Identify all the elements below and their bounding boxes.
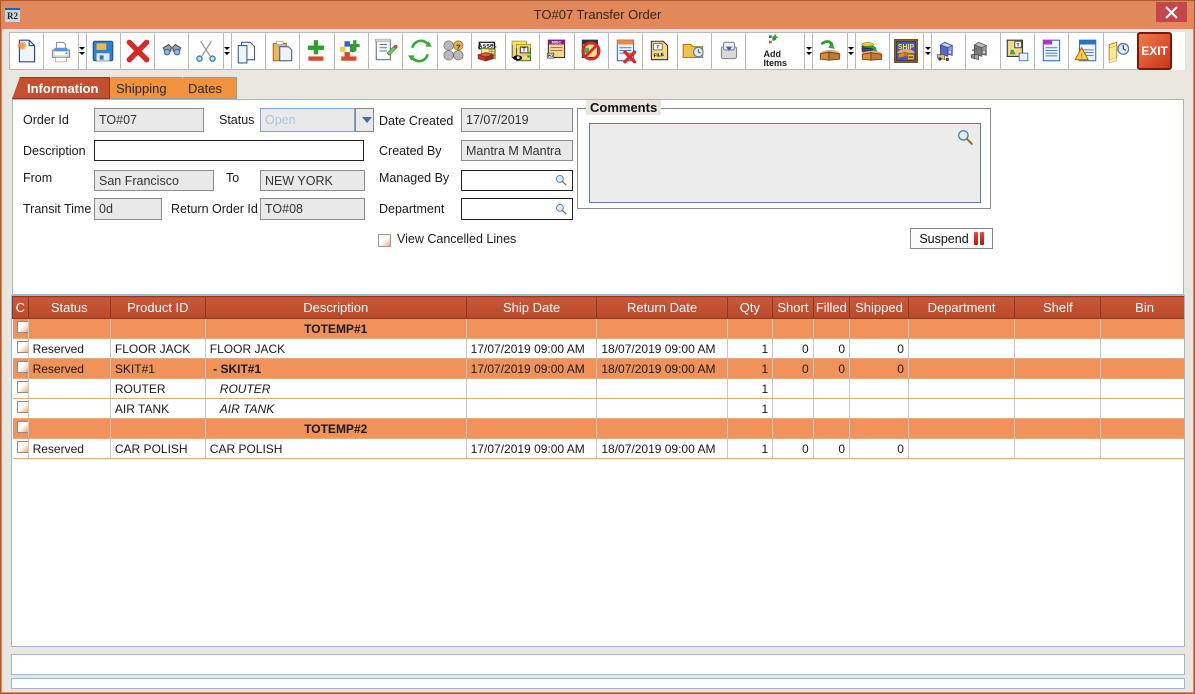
svg-text:!: ! [1081,53,1083,60]
svg-text:T: T [656,44,659,50]
svg-text:PO: PO [548,54,553,58]
svg-text:?: ? [456,42,461,51]
svg-text:FILE: FILE [653,52,664,59]
svg-text:MISC: MISC [552,40,562,45]
svg-text:T: T [1017,42,1020,48]
